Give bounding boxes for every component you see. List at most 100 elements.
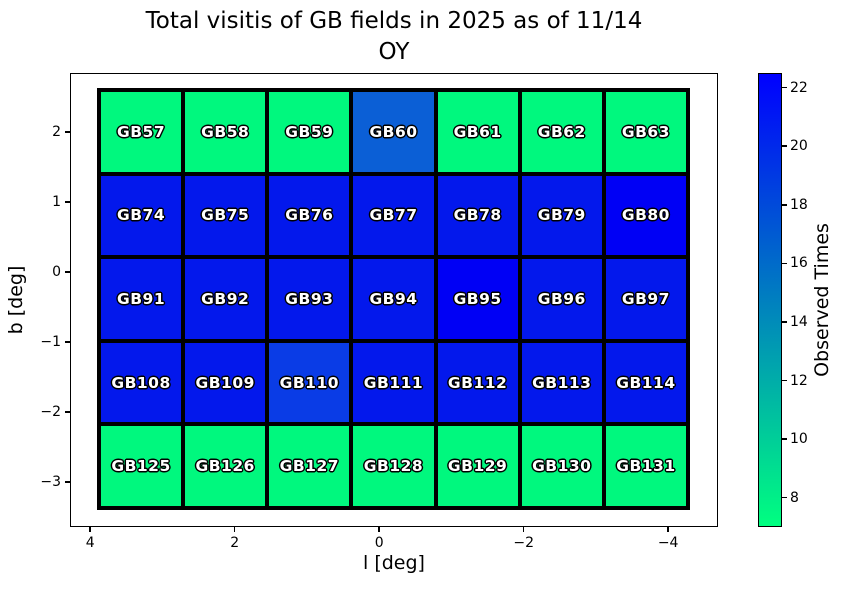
heatmap-cell-GB60: GB60 (351, 90, 436, 174)
heatmap-cell-label: GB125 (111, 457, 171, 476)
heatmap-cell-GB58: GB58 (183, 90, 268, 174)
colorbar-tick-mark (782, 204, 787, 206)
colorbar-gradient (758, 73, 782, 527)
heatmap-cell-label: GB113 (532, 373, 592, 392)
heatmap-cell-label: GB74 (117, 206, 166, 225)
colorbar-tick-mark (782, 496, 787, 499)
heatmap-cell-label: GB127 (279, 457, 340, 476)
x-tick-mark (233, 527, 236, 532)
heatmap-cell-label: GB131 (616, 457, 676, 476)
colorbar-tick-mark (782, 86, 787, 89)
y-tick-label: 0 (52, 263, 61, 280)
heatmap-cell-GB129: GB129 (435, 424, 520, 508)
colorbar-tick-mark (782, 438, 787, 440)
y-tick-mark (65, 341, 70, 343)
heatmap-cell-label: GB91 (117, 289, 166, 308)
heatmap-cell-GB63: GB63 (603, 90, 688, 174)
heatmap-cell-label: GB62 (537, 122, 586, 141)
x-tick-label: 2 (230, 535, 240, 551)
heatmap-cell-label: GB61 (453, 122, 502, 141)
heatmap-cell-label: GB112 (447, 373, 508, 392)
x-tick-label: −4 (657, 535, 679, 551)
heatmap-cell-label: GB75 (201, 206, 250, 225)
heatmap-cell-GB93: GB93 (267, 257, 352, 341)
x-axis-label: l [deg] (363, 552, 425, 574)
heatmap-cell-GB113: GB113 (519, 340, 604, 425)
heatmap-cell-label: GB97 (621, 289, 670, 308)
x-tick-label: 0 (374, 535, 384, 551)
colorbar-tick-label: 8 (790, 489, 799, 506)
heatmap-cell-GB61: GB61 (435, 90, 520, 174)
y-tick-label: −3 (40, 474, 61, 491)
x-tick-label: 4 (85, 535, 95, 551)
heatmap-cell-GB74: GB74 (99, 173, 184, 258)
colorbar-tick-mark (782, 321, 787, 323)
x-tick-mark (378, 527, 380, 532)
heatmap-cell-label: GB130 (532, 457, 592, 476)
heatmap-grid: GB57 GB58 GB59 GB60 GB61 GB62 GB63 GB74 GB75 GB76… (97, 88, 690, 510)
heatmap-cell-GB94: GB94 (351, 257, 436, 341)
y-tick-label: 1 (52, 193, 61, 210)
heatmap-cell-label: GB111 (363, 373, 424, 392)
heatmap-cell-GB91: GB91 (99, 257, 184, 341)
chart-title: Total visitis of GB fields in 2025 as of… (70, 6, 718, 68)
heatmap-cell-GB57: GB57 (99, 90, 184, 174)
colorbar-tick-label: 12 (790, 372, 808, 389)
x-tick-mark (522, 527, 525, 532)
y-tick-label: −2 (40, 404, 61, 421)
x-tick-mark (89, 527, 91, 532)
heatmap-cell-label: GB126 (195, 457, 255, 476)
heatmap-cell-label: GB110 (279, 373, 340, 392)
colorbar-tick-mark (782, 379, 787, 382)
heatmap-cell-label: GB60 (369, 122, 418, 141)
heatmap-cell-label: GB58 (201, 122, 250, 141)
heatmap-cell-GB110: GB110 (267, 340, 352, 425)
heatmap-cell-GB96: GB96 (519, 257, 604, 341)
y-tick-mark (65, 411, 70, 413)
heatmap-cell-label: GB78 (453, 206, 502, 225)
colorbar-tick-label: 14 (790, 313, 808, 330)
colorbar-tick-label: 22 (790, 79, 808, 96)
heatmap-cell-GB114: GB114 (603, 340, 688, 425)
heatmap-cell-GB75: GB75 (183, 173, 268, 258)
heatmap-cell-GB112: GB112 (435, 340, 520, 425)
colorbar-tick-label: 18 (790, 196, 808, 213)
heatmap-cell-GB79: GB79 (519, 173, 604, 258)
heatmap-cell-label: GB57 (117, 122, 166, 141)
heatmap-cell-label: GB108 (111, 373, 171, 392)
heatmap-cell-GB62: GB62 (519, 90, 604, 174)
heatmap-cell-GB95: GB95 (435, 257, 520, 341)
heatmap-cell-GB59: GB59 (267, 90, 352, 174)
heatmap-cell-label: GB80 (621, 206, 670, 225)
heatmap-cell-GB130: GB130 (519, 424, 604, 508)
heatmap-cell-label: GB114 (616, 373, 676, 392)
y-tick-label: −1 (40, 334, 61, 351)
heatmap-cell-GB92: GB92 (183, 257, 268, 341)
heatmap-cell-label: GB76 (285, 206, 334, 225)
heatmap-cell-GB109: GB109 (183, 340, 268, 425)
heatmap-cell-label: GB92 (201, 289, 250, 308)
heatmap-cell-label: GB93 (285, 289, 334, 308)
y-tick-mark (65, 481, 70, 483)
heatmap-cell-GB111: GB111 (351, 340, 436, 425)
heatmap-cell-GB108: GB108 (99, 340, 184, 425)
colorbar-tick-mark (782, 145, 787, 147)
y-tick-mark (65, 271, 70, 273)
colorbar-tick-mark (782, 262, 787, 265)
y-axis-label: b [deg] (5, 265, 27, 335)
heatmap-cell-label: GB95 (453, 289, 502, 308)
heatmap-cell-GB127: GB127 (267, 424, 352, 508)
chart-title-line2: OY (378, 39, 410, 65)
heatmap-cell-GB97: GB97 (603, 257, 688, 341)
x-tick-label: −2 (513, 535, 534, 551)
heatmap-cell-GB125: GB125 (99, 424, 184, 508)
heatmap-cell-label: GB63 (621, 122, 670, 141)
heatmap-cell-label: GB129 (447, 457, 508, 476)
heatmap-cell-label: GB109 (195, 373, 255, 392)
colorbar-tick-label: 16 (790, 255, 808, 272)
heatmap-cell-GB76: GB76 (267, 173, 352, 258)
chart-title-line1: Total visitis of GB fields in 2025 as of… (145, 8, 643, 34)
y-tick-label: 2 (52, 123, 61, 140)
heatmap-cell-GB80: GB80 (603, 173, 688, 258)
heatmap-cell-label: GB79 (537, 206, 586, 225)
